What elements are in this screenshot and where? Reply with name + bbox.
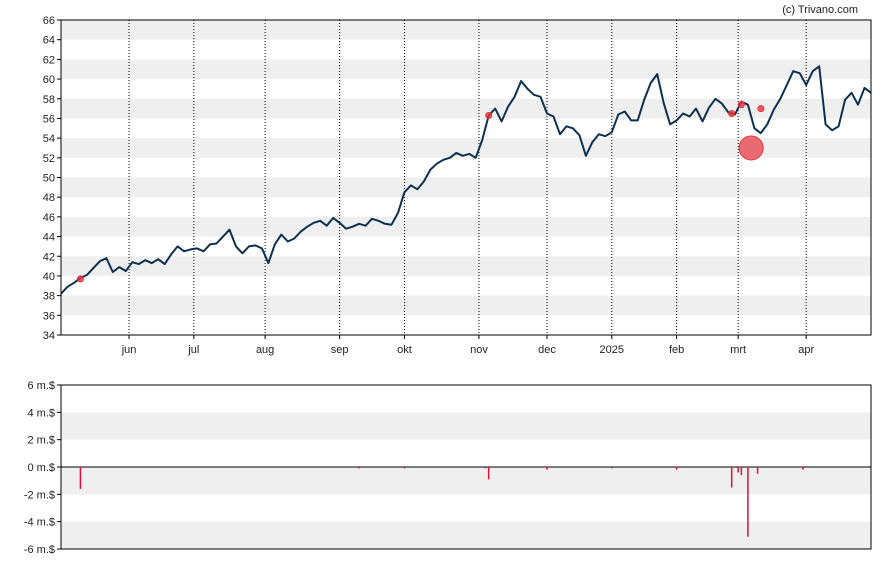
price-band [61, 177, 871, 198]
trade-marker [76, 275, 84, 283]
price-y-tick-label: 62 [43, 54, 55, 66]
volume-y-tick-label: -4 m.$ [24, 517, 55, 529]
trade-marker [728, 110, 736, 118]
price-band [61, 295, 871, 316]
price-y-tick-label: 36 [43, 310, 55, 322]
price-x-tick-label: 2025 [600, 344, 624, 356]
price-line [60, 65, 872, 295]
volume-bar [740, 467, 743, 476]
volume-bar [546, 467, 548, 470]
price-y-tick-label: 54 [43, 133, 55, 145]
price-band [61, 216, 871, 237]
price-y-tick-label: 58 [43, 94, 55, 106]
price-band [61, 20, 871, 40]
price-y-axis-ticks: 34 36 38 40 42 44 46 48 50 52 54 56 58 60 62 64 66 [43, 15, 61, 342]
price-x-tick-label: sep [331, 344, 349, 356]
volume-y-tick-label: 2 m.$ [27, 435, 55, 447]
price-x-tick-label: jul [187, 344, 199, 356]
volume-y-axis-ticks: 6 m.$ 4 m.$ 2 m.$ 0 m.$ -2 m.$ -4 m.$ -6 m.$ [24, 380, 61, 556]
price-y-tick-label: 42 [43, 251, 55, 263]
volume-bar [747, 467, 749, 537]
volume-bar [611, 467, 613, 469]
price-band [61, 98, 871, 119]
price-x-tick-label: feb [669, 344, 684, 356]
price-x-tick-label: nov [470, 344, 488, 356]
price-x-tick-label: okt [397, 344, 412, 356]
price-x-axis-ticks: jun jul aug sep okt nov dec 2025 feb mrt apr [121, 335, 814, 356]
price-y-tick-label: 44 [43, 232, 55, 244]
price-y-tick-label: 34 [43, 330, 55, 342]
volume-bar [79, 467, 82, 489]
price-y-tick-label: 66 [43, 15, 55, 27]
price-x-tick-label: jun [121, 344, 137, 356]
volume-bar [358, 467, 360, 469]
price-y-tick-label: 60 [43, 74, 55, 86]
trade-marker [738, 135, 764, 161]
price-x-tick-label: dec [538, 344, 556, 356]
price-y-tick-label: 46 [43, 212, 55, 224]
volume-chart-bands [61, 412, 871, 549]
price-chart-bands [61, 20, 871, 316]
price-chart-frame [60, 19, 872, 336]
volume-band [61, 521, 871, 549]
volume-band [61, 467, 871, 495]
price-y-tick-label: 56 [43, 113, 55, 125]
price-x-tick-label: apr [798, 344, 814, 356]
volume-chart-frame [60, 384, 872, 550]
credit-label: (c) Trivano.com [782, 4, 858, 16]
price-x-tick-label: mrt [730, 344, 746, 356]
volume-bar [756, 467, 759, 474]
trade-marker [757, 105, 765, 113]
price-y-tick-label: 40 [43, 271, 55, 283]
price-y-tick-label: 64 [43, 35, 55, 47]
volume-y-tick-label: -2 m.$ [24, 489, 55, 501]
volume-y-tick-label: -6 m.$ [24, 544, 55, 556]
trade-markers [76, 101, 765, 283]
volume-y-tick-label: 4 m.$ [27, 407, 55, 419]
trade-marker [485, 111, 493, 119]
volume-band [61, 412, 871, 440]
volume-bar [675, 467, 678, 470]
price-y-tick-label: 52 [43, 153, 55, 165]
price-x-tick-label: aug [256, 344, 274, 356]
volume-bar [730, 467, 733, 488]
price-band [61, 59, 871, 80]
volume-bar [484, 467, 487, 469]
volume-y-tick-label: 6 m.$ [27, 380, 55, 392]
price-band [61, 256, 871, 276]
price-y-tick-label: 38 [43, 291, 55, 303]
price-y-tick-label: 50 [43, 173, 55, 185]
price-band [61, 138, 871, 158]
volume-y-tick-label: 0 m.$ [27, 462, 55, 474]
trade-marker [737, 101, 745, 109]
volume-bar [403, 467, 406, 469]
volume-bar [737, 467, 739, 473]
volume-bars [79, 467, 804, 537]
volume-bar [487, 467, 490, 480]
price-y-tick-label: 48 [43, 192, 55, 204]
volume-bar [802, 467, 804, 470]
